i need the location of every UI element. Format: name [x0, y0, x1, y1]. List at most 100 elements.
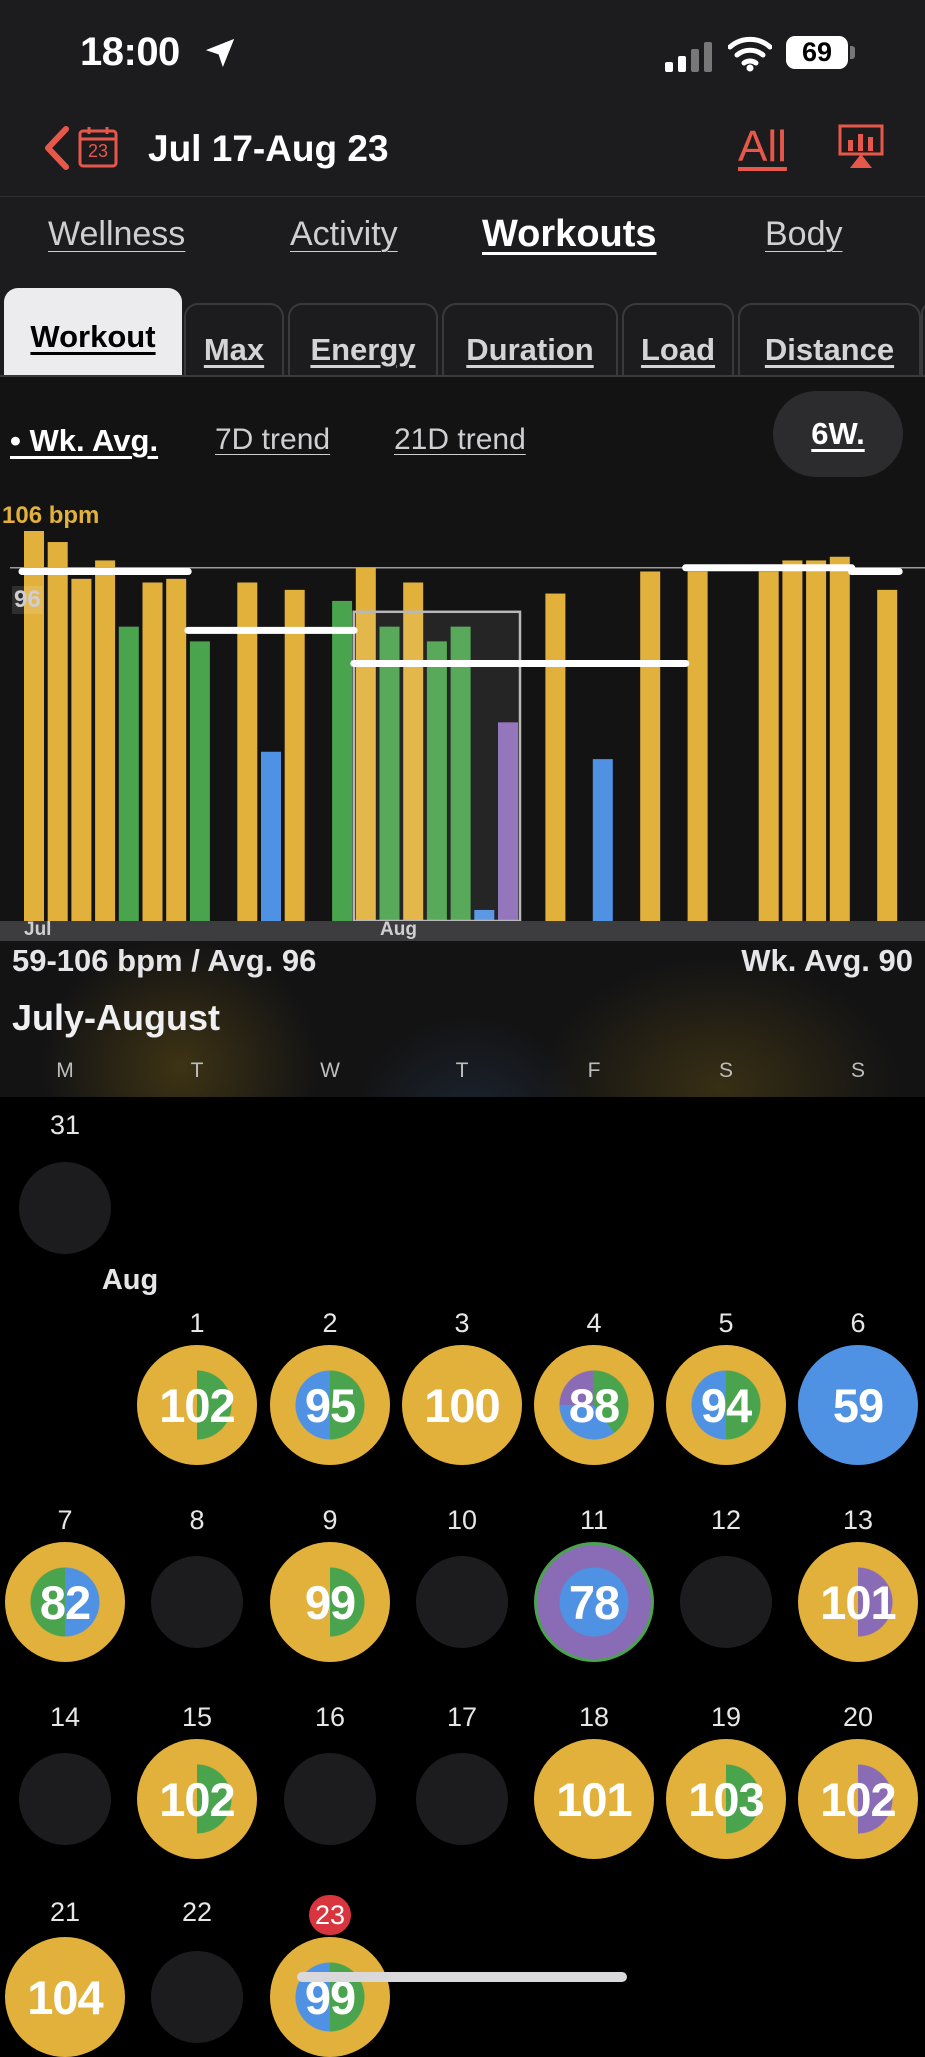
empty-day-circle[interactable] [416, 1753, 508, 1845]
bar-1[interactable] [47, 542, 68, 921]
period-button[interactable]: 6W. [773, 391, 903, 477]
day-number: 31 [49, 1110, 81, 1140]
today-badge[interactable]: 23 [309, 1895, 351, 1935]
workout-day-circle[interactable]: 102 [137, 1345, 257, 1465]
day-value: 101 [820, 1575, 896, 1629]
trend-option-0[interactable]: • Wk. Avg. [10, 423, 159, 458]
day-number: 8 [189, 1505, 205, 1535]
weekday-2: W [320, 1059, 340, 1082]
bar-36[interactable] [877, 589, 898, 921]
workout-day-circle[interactable]: 94 [666, 1345, 786, 1465]
bar-20[interactable] [498, 722, 518, 921]
day-value: 102 [820, 1772, 896, 1826]
back-chevron-icon[interactable] [42, 125, 72, 171]
workout-day-circle[interactable]: 101 [534, 1739, 654, 1859]
subtab-duration[interactable]: Duration [442, 303, 618, 377]
bar-16[interactable] [403, 582, 424, 921]
workout-day-circle[interactable]: 101 [798, 1542, 918, 1662]
calendar-icon[interactable]: 23 [78, 126, 118, 168]
day-number: 5 [718, 1308, 734, 1338]
day-value: 88 [568, 1378, 620, 1432]
day-number: 20 [842, 1702, 874, 1732]
bar-24[interactable] [592, 759, 613, 921]
empty-day-circle[interactable] [19, 1753, 111, 1845]
empty-day-circle[interactable] [680, 1556, 772, 1648]
workout-day-circle[interactable]: 82 [5, 1542, 125, 1662]
subtab-more[interactable] [921, 303, 925, 377]
bar-19[interactable] [474, 909, 495, 921]
bar-26[interactable] [640, 571, 661, 921]
workout-day-circle[interactable]: 99 [270, 1937, 390, 2057]
empty-day-circle[interactable] [19, 1162, 111, 1254]
bar-9[interactable] [237, 582, 258, 921]
day-number: 16 [314, 1702, 346, 1732]
weekday-4: F [587, 1059, 601, 1082]
bar-5[interactable] [142, 582, 163, 921]
workout-day-circle[interactable]: 88 [534, 1345, 654, 1465]
subtab-load[interactable]: Load [622, 303, 734, 377]
day-value: 78 [568, 1575, 620, 1629]
empty-day-circle[interactable] [151, 1951, 243, 2043]
trend-option-1[interactable]: 7D trend [215, 423, 331, 456]
day-number: 7 [57, 1505, 73, 1535]
all-button[interactable]: All [738, 122, 787, 171]
bar-28[interactable] [687, 571, 708, 921]
workout-day-circle[interactable]: 95 [270, 1345, 390, 1465]
workout-day-circle[interactable]: 78 [534, 1542, 654, 1662]
status-time: 18:00 [80, 30, 180, 74]
calendar-icon-day: 23 [87, 141, 109, 161]
day-value: 59 [832, 1378, 884, 1432]
bar-34[interactable] [829, 556, 850, 921]
bar-22[interactable] [545, 593, 566, 921]
empty-day-circle[interactable] [151, 1556, 243, 1648]
subtab-energy[interactable]: Energy [288, 303, 438, 377]
bar-14[interactable] [355, 567, 376, 921]
weekday-5: S [718, 1059, 733, 1082]
subtab-workout[interactable]: Workout [4, 288, 182, 377]
empty-day-circle[interactable] [284, 1753, 376, 1845]
bar-15[interactable] [379, 626, 400, 921]
trend-option-2[interactable]: 21D trend [394, 423, 526, 456]
subtab-max[interactable]: Max [184, 303, 284, 377]
bar-18[interactable] [450, 626, 471, 921]
bar-3[interactable] [95, 560, 116, 921]
day-number: 4 [586, 1308, 602, 1338]
workout-day-circle[interactable]: 103 [666, 1739, 786, 1859]
chart-share-icon[interactable] [838, 124, 884, 170]
workout-day-circle[interactable]: 102 [137, 1739, 257, 1859]
empty-day-circle[interactable] [416, 1556, 508, 1648]
tab-body[interactable]: Body [765, 215, 843, 253]
bar-31[interactable] [758, 571, 779, 921]
workout-bar-chart[interactable] [0, 377, 925, 922]
workout-day-circle[interactable]: 99 [270, 1542, 390, 1662]
day-value: 100 [424, 1378, 500, 1432]
bar-33[interactable] [806, 560, 827, 921]
bar-2[interactable] [71, 578, 92, 921]
bar-17[interactable] [426, 641, 447, 921]
bar-13[interactable] [332, 600, 353, 921]
bar-7[interactable] [189, 641, 210, 921]
day-number: 1 [189, 1308, 205, 1338]
calendar-month-title: July-August [12, 997, 221, 1038]
tab-activity[interactable]: Activity [290, 215, 398, 253]
tabs-bottom-border [0, 375, 925, 377]
workout-day-circle[interactable]: 102 [798, 1739, 918, 1859]
day-value: 82 [39, 1575, 91, 1629]
subtab-distance[interactable]: Distance [738, 303, 921, 377]
workout-day-circle[interactable]: 100 [402, 1345, 522, 1465]
tab-workouts[interactable]: Workouts [482, 213, 657, 255]
bar-0[interactable] [24, 531, 44, 921]
tab-wellness[interactable]: Wellness [48, 215, 186, 253]
home-indicator [297, 1972, 627, 1982]
date-range-title[interactable]: Jul 17-Aug 23 [148, 128, 389, 169]
bar-4[interactable] [118, 626, 139, 921]
bar-6[interactable] [166, 578, 187, 921]
weekday-6: S [850, 1059, 865, 1082]
workout-day-circle[interactable]: 104 [5, 1937, 125, 2057]
workout-day-circle[interactable]: 59 [798, 1345, 918, 1465]
bar-10[interactable] [261, 751, 281, 921]
day-value: 102 [159, 1772, 235, 1826]
chart-panel: • Wk. Avg. 7D trend 21D trend 6W. 106 bpm … [0, 377, 925, 1097]
bar-32[interactable] [782, 560, 803, 921]
bar-11[interactable] [284, 589, 305, 921]
